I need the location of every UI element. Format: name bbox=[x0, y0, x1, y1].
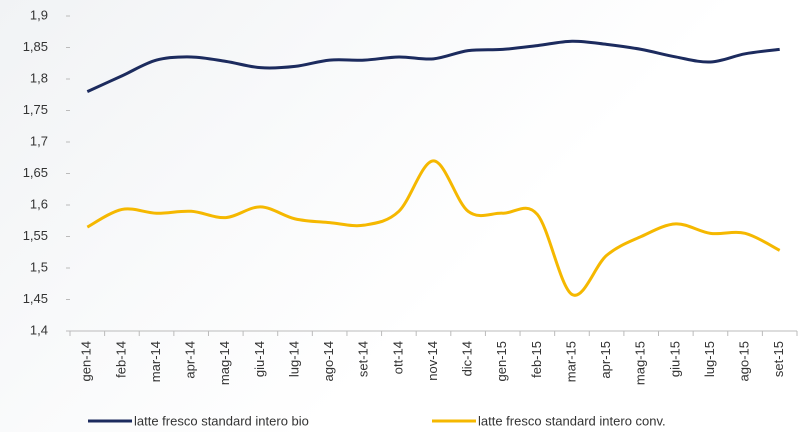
x-tick-label: set-15 bbox=[771, 341, 786, 377]
x-tick-label: gen-14 bbox=[79, 341, 94, 381]
x-tick-label: giu-14 bbox=[252, 341, 267, 377]
x-tick-label: apr-14 bbox=[183, 341, 198, 379]
y-tick-label: 1,5 bbox=[30, 259, 48, 274]
y-tick-label: 1,7 bbox=[30, 133, 48, 148]
x-tick-label: ago-14 bbox=[321, 341, 336, 381]
x-tick-label: mag-15 bbox=[633, 341, 648, 385]
x-tick-label: giu-15 bbox=[667, 341, 682, 377]
x-tick-label: set-14 bbox=[356, 341, 371, 377]
x-tick-label: ott-14 bbox=[390, 341, 405, 374]
series-line bbox=[86, 159, 781, 297]
y-tick-label: 1,4 bbox=[30, 322, 48, 337]
y-tick-label: 1,45 bbox=[23, 291, 48, 306]
y-tick-label: 1,9 bbox=[30, 7, 48, 22]
x-tick-label: gen-15 bbox=[494, 341, 509, 381]
x-tick-label: ago-15 bbox=[737, 341, 752, 381]
series-line bbox=[86, 39, 780, 93]
y-tick-label: 1,6 bbox=[30, 196, 48, 211]
x-tick-label: mar-15 bbox=[563, 341, 578, 382]
x-tick-label: mar-14 bbox=[148, 341, 163, 382]
x-tick-label: apr-15 bbox=[598, 341, 613, 379]
y-tick-label: 1,65 bbox=[23, 165, 48, 180]
x-tick-label: feb-15 bbox=[529, 341, 544, 378]
y-tick-label: 1,85 bbox=[23, 39, 48, 54]
y-tick-label: 1,55 bbox=[23, 228, 48, 243]
y-tick-label: 1,8 bbox=[30, 70, 48, 85]
x-tick-label: lug-15 bbox=[702, 341, 717, 377]
x-tick-label: nov-14 bbox=[425, 341, 440, 381]
x-tick-label: feb-14 bbox=[113, 341, 128, 378]
legend-label: latte fresco standard intero conv. bbox=[478, 413, 666, 428]
x-tick-label: mag-14 bbox=[217, 341, 232, 385]
legend-label: latte fresco standard intero bio bbox=[134, 413, 309, 428]
x-tick-label: dic-14 bbox=[460, 341, 475, 376]
x-tick-label: lug-14 bbox=[286, 341, 301, 377]
y-tick-label: 1,75 bbox=[23, 102, 48, 117]
